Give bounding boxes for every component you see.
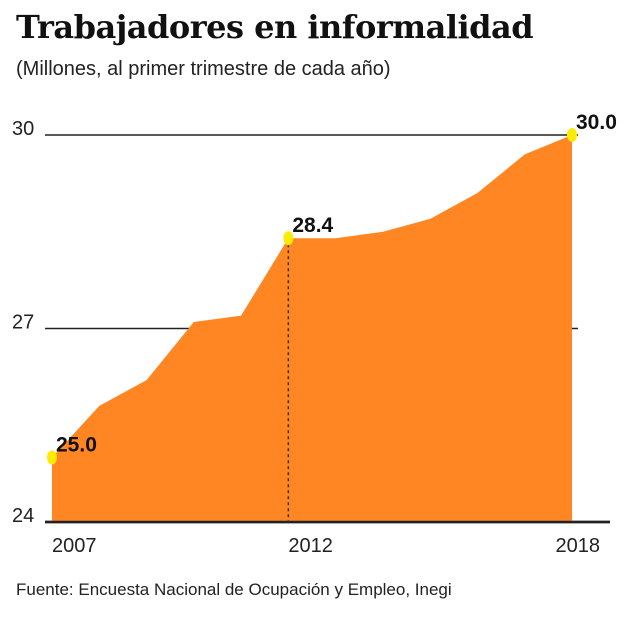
x-tick-label: 2018 xyxy=(556,535,601,557)
y-tick-label: 30 xyxy=(12,118,34,140)
chart-subtitle: (Millones, al primer trimestre de cada a… xyxy=(16,58,391,80)
y-tick-label: 27 xyxy=(12,312,34,334)
data-marker xyxy=(47,450,57,465)
data-label: 28.4 xyxy=(292,214,333,237)
source-note: Fuente: Encuesta Nacional de Ocupación y… xyxy=(16,580,452,599)
data-marker xyxy=(567,128,577,142)
area-series xyxy=(52,135,572,522)
chart-title: Trabajadores en informalidad xyxy=(16,8,534,46)
x-tick-label: 2012 xyxy=(288,535,333,557)
y-tick-label: 24 xyxy=(12,505,34,527)
x-tick-label: 2007 xyxy=(52,535,97,557)
data-label: 30.0 xyxy=(576,111,617,134)
data-marker xyxy=(283,231,294,246)
data-label: 25.0 xyxy=(56,434,97,457)
